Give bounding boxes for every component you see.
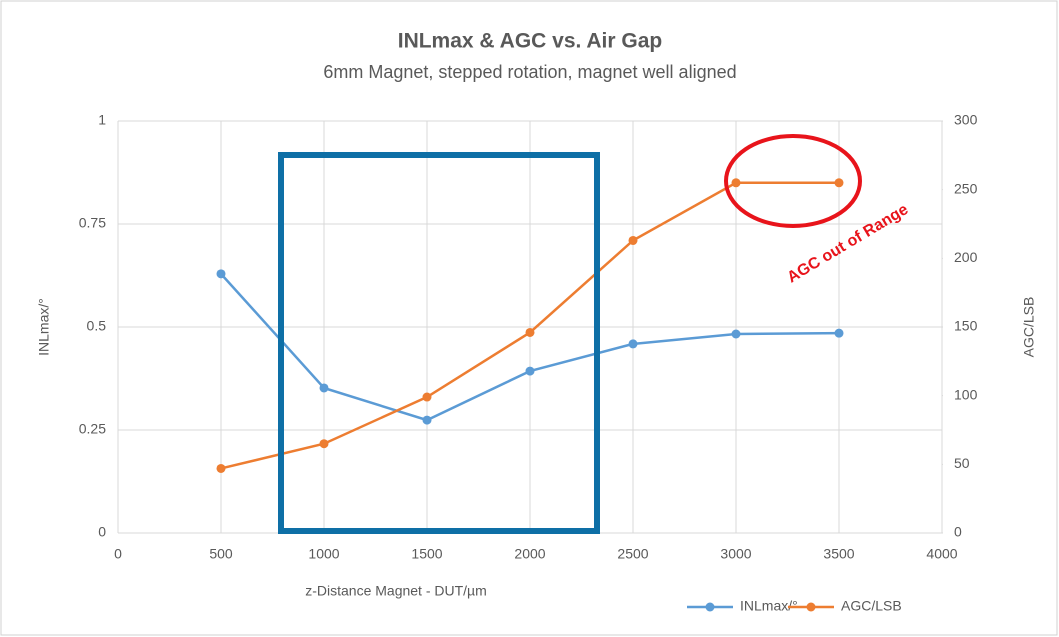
- data-point: [834, 178, 844, 188]
- data-point: [628, 339, 638, 349]
- data-point: [628, 235, 638, 245]
- x-tick-label: 1500: [411, 546, 442, 562]
- legend-label: INLmax/°: [740, 598, 798, 614]
- x-tick-label: 3000: [720, 546, 751, 562]
- x-tick-label: 0: [114, 546, 122, 562]
- y-tick-label: 0: [98, 524, 106, 540]
- data-point: [525, 366, 535, 376]
- y-tick-label: 0.25: [79, 421, 106, 437]
- x-tick-label: 1000: [308, 546, 339, 562]
- y-axis-label: INLmax/°: [36, 298, 52, 356]
- legend-marker: [705, 602, 715, 612]
- y2-tick-label: 200: [954, 249, 978, 265]
- data-point: [525, 327, 535, 337]
- x-axis-label: z-Distance Magnet - DUT/µm: [305, 583, 487, 599]
- data-point: [319, 439, 329, 449]
- x-tick-label: 500: [209, 546, 233, 562]
- y2-tick-label: 250: [954, 180, 978, 196]
- data-point: [422, 415, 432, 425]
- y-tick-label: 0.75: [79, 215, 106, 231]
- y2-axis-label: AGC/LSB: [1021, 297, 1037, 358]
- x-tick-label: 2000: [514, 546, 545, 562]
- data-point: [834, 328, 844, 338]
- y2-tick-label: 50: [954, 455, 970, 471]
- data-point: [319, 383, 329, 393]
- y2-tick-label: 150: [954, 318, 978, 334]
- legend-label: AGC/LSB: [841, 598, 902, 614]
- x-tick-label: 4000: [926, 546, 957, 562]
- highlight-box: [278, 152, 600, 534]
- data-point: [731, 329, 741, 339]
- chart-subtitle: 6mm Magnet, stepped rotation, magnet wel…: [323, 62, 736, 82]
- data-point: [216, 269, 226, 279]
- data-point: [731, 178, 741, 188]
- y2-tick-label: 300: [954, 112, 978, 128]
- chart-title: INLmax & AGC vs. Air Gap: [398, 30, 663, 53]
- y2-tick-label: 100: [954, 386, 978, 402]
- data-point: [422, 392, 432, 402]
- x-tick-label: 2500: [617, 546, 648, 562]
- data-point: [216, 463, 226, 473]
- legend-marker: [806, 602, 816, 612]
- y2-tick-label: 0: [954, 524, 962, 540]
- y-tick-label: 1: [98, 112, 106, 128]
- y-tick-label: 0.5: [87, 318, 107, 334]
- x-tick-label: 3500: [823, 546, 854, 562]
- highlight-ellipse: [724, 134, 862, 228]
